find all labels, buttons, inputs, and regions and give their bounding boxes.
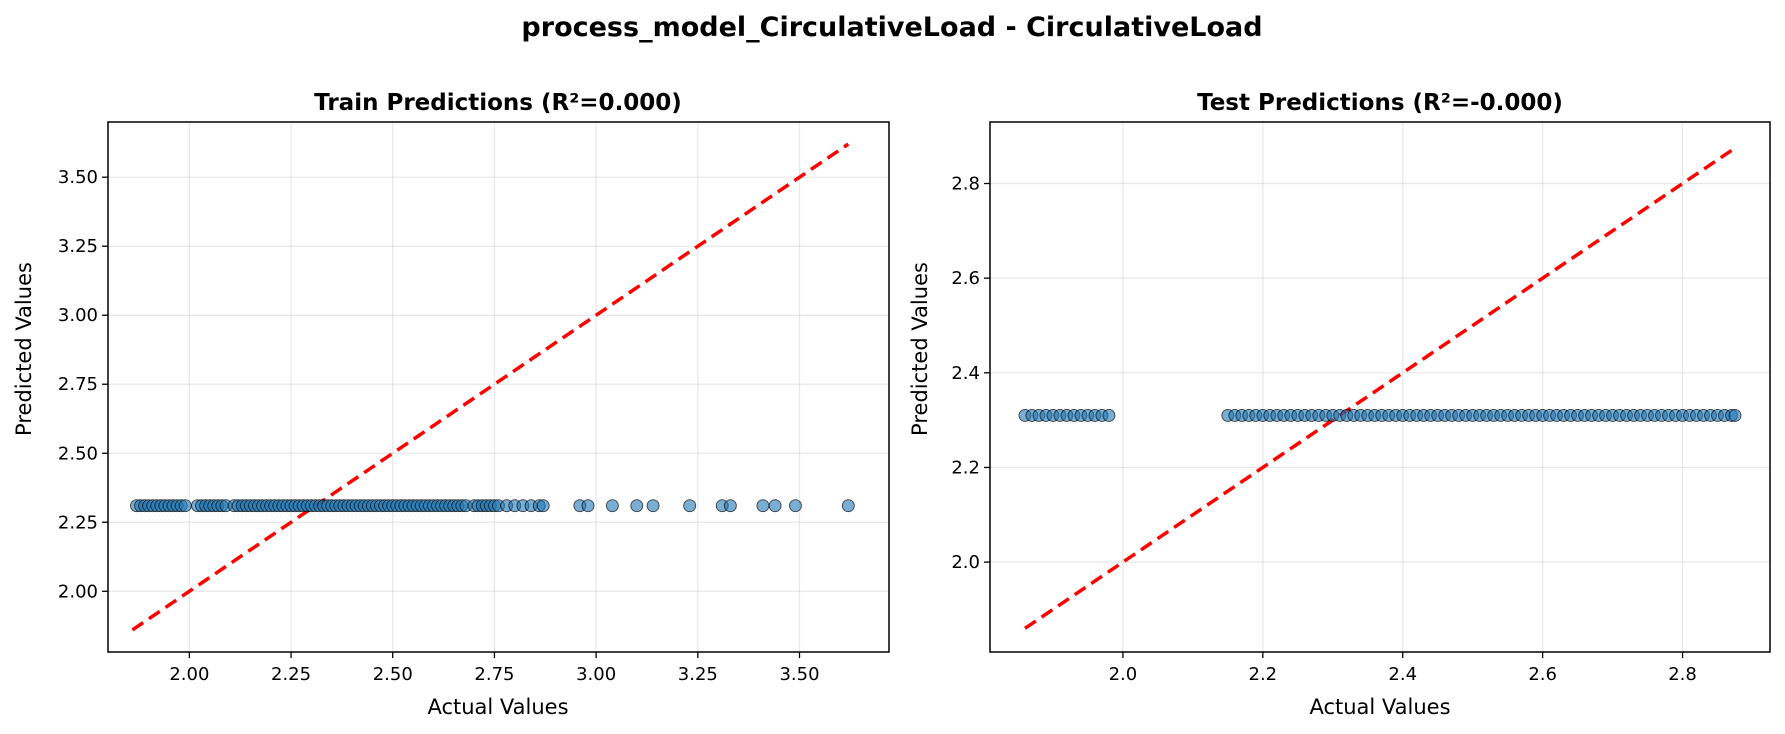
test-y-tick-label: 2.6	[951, 268, 980, 289]
train-x-axis-label: Actual Values	[427, 695, 568, 719]
test-y-tick-label: 2.0	[951, 552, 980, 573]
train-x-tick-label: 3.50	[779, 664, 819, 685]
test-plot-frame	[989, 121, 1771, 653]
test-x-tick-label: 2.4	[1388, 664, 1417, 685]
test-x-tick-label: 2.8	[1668, 664, 1697, 685]
train-data-point	[581, 499, 595, 513]
test-data-point	[1102, 408, 1116, 422]
train-y-tick-label: 2.00	[58, 581, 98, 602]
test-reference-line-group	[1023, 146, 1737, 630]
train-y-axis-label: Predicted Values	[12, 262, 36, 436]
train-data-point	[646, 499, 660, 513]
train-x-tick-label: 2.25	[271, 664, 311, 685]
train-points	[130, 499, 855, 513]
test-x-axis-label: Actual Values	[1309, 695, 1450, 719]
train-reference-line	[131, 142, 850, 632]
test-y-tick-label: 2.8	[951, 174, 980, 195]
train-data-point	[178, 499, 192, 513]
test-y-tick-label: 2.2	[951, 457, 980, 478]
train-data-point	[630, 499, 644, 513]
train-axis-ticks: 2.00 2.25 2.50 2.75 3.00 3.25 3.50 2.00 2.25 2.50…	[58, 167, 820, 685]
train-data-point	[768, 499, 782, 513]
train-y-tick-label: 2.50	[58, 443, 98, 464]
test-y-tick-label: 2.4	[951, 363, 980, 384]
train-x-tick-label: 2.00	[169, 664, 209, 685]
train-data-point	[723, 499, 737, 513]
train-y-tick-label: 3.25	[58, 236, 98, 257]
test-predictions-panel: Test Predictions (R²=-0.000) Actual Valu…	[908, 90, 1771, 719]
train-x-tick-label: 2.75	[474, 664, 514, 685]
test-panel-title: Test Predictions (R²=-0.000)	[1197, 90, 1563, 116]
test-grid	[990, 122, 1770, 652]
train-reference-line-group	[131, 142, 850, 632]
test-y-axis-label: Predicted Values	[908, 262, 932, 436]
train-plot-frame	[107, 121, 890, 653]
train-data-point	[536, 499, 550, 513]
train-panel-title: Train Predictions (R²=0.000)	[314, 90, 682, 116]
figure-title: process_model_CirculativeLoad - Circulat…	[521, 12, 1262, 43]
test-reference-line	[1023, 146, 1737, 630]
test-x-tick-label: 2.6	[1528, 664, 1557, 685]
train-y-tick-label: 2.25	[58, 512, 98, 533]
train-y-tick-label: 2.75	[58, 374, 98, 395]
test-data-point	[1728, 408, 1742, 422]
train-predictions-panel: Train Predictions (R²=0.000) Actual Valu…	[12, 90, 890, 719]
test-points	[1018, 408, 1742, 422]
train-data-point	[841, 499, 855, 513]
train-grid	[108, 122, 889, 652]
train-x-tick-label: 3.25	[678, 664, 718, 685]
train-x-tick-label: 2.50	[373, 664, 413, 685]
train-x-tick-label: 3.00	[576, 664, 616, 685]
test-x-tick-label: 2.0	[1109, 664, 1138, 685]
train-y-tick-label: 3.00	[58, 305, 98, 326]
train-data-point	[683, 499, 697, 513]
test-x-tick-label: 2.2	[1249, 664, 1278, 685]
train-data-point	[756, 499, 770, 513]
train-data-point	[788, 499, 802, 513]
test-axis-ticks: 2.0 2.2 2.4 2.6 2.8 2.0 2.2 2.4 2.6 2.8	[951, 174, 1697, 685]
train-data-point	[605, 499, 619, 513]
train-y-tick-label: 3.50	[58, 167, 98, 188]
